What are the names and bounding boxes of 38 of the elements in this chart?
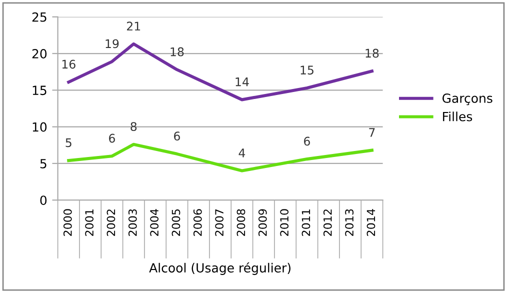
y-tick-label: 0 xyxy=(40,196,47,206)
y-tick-label: 20 xyxy=(32,48,47,58)
x-tick-label: 2007 xyxy=(215,209,224,236)
data-label: 15 xyxy=(300,66,314,75)
y-tick-label: 25 xyxy=(32,12,46,22)
legend-label: Filles xyxy=(443,112,472,122)
x-tick-label: 2005 xyxy=(172,209,180,236)
data-label: 18 xyxy=(366,48,379,58)
data-label: 7 xyxy=(369,128,375,137)
data-label: 19 xyxy=(106,39,119,48)
data-label: 6 xyxy=(109,134,115,143)
x-tick-label: 2013 xyxy=(345,209,354,236)
y-tick-label: 10 xyxy=(32,122,47,132)
data-label: 18 xyxy=(170,47,184,56)
data-label: 21 xyxy=(126,22,140,30)
y-tick-label: 15 xyxy=(32,86,46,96)
x-tick-label: 2009 xyxy=(258,209,267,236)
x-tick-label: 2011 xyxy=(302,209,310,236)
data-label: 6 xyxy=(304,136,310,146)
x-tick-label: 2002 xyxy=(106,210,116,236)
x-tick-label: 2014 xyxy=(366,209,376,236)
x-tick-label: 2001 xyxy=(85,209,94,236)
x-tick-label: 2012 xyxy=(323,210,332,236)
data-label: 8 xyxy=(130,122,137,131)
x-axis-title: Alcool (Usage régulier) xyxy=(149,262,290,275)
legend-label: Garçons xyxy=(442,93,492,106)
data-label: 5 xyxy=(66,138,72,148)
x-tick-label: 2004 xyxy=(150,209,159,236)
x-tick-label: 2000 xyxy=(63,209,72,236)
data-label: 4 xyxy=(238,148,246,158)
x-tick-label: 2010 xyxy=(280,209,289,236)
x-tick-label: 2003 xyxy=(128,209,137,236)
x-tick-label: 2006 xyxy=(193,209,202,236)
data-label: 16 xyxy=(62,60,76,69)
x-tick-label: 2008 xyxy=(236,209,246,236)
y-tick-label: 5 xyxy=(40,159,46,168)
data-label: 6 xyxy=(174,132,180,141)
data-label: 14 xyxy=(236,78,249,86)
